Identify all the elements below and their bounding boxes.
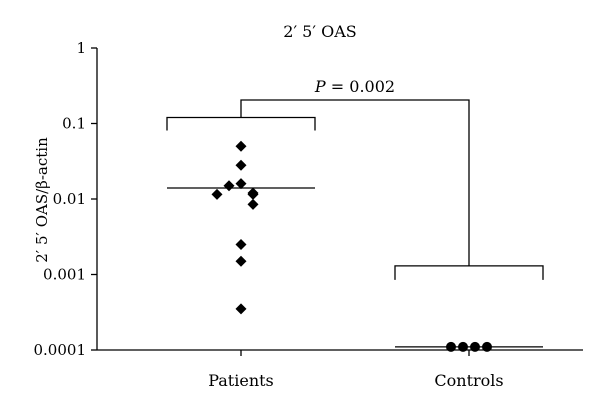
data-point xyxy=(223,180,235,192)
significance-annotation: P = 0.002 xyxy=(240,77,470,266)
group-brackets xyxy=(166,116,544,280)
data-point xyxy=(235,178,247,190)
data-point xyxy=(247,188,259,200)
data-point xyxy=(235,238,247,250)
data-point xyxy=(235,140,247,152)
y-ticks: 1 0.1 0.01 0.001 0.0001 xyxy=(34,39,97,359)
y-tick-label: 0.0001 xyxy=(34,341,87,359)
x-tick-label: Controls xyxy=(434,371,503,390)
y-tick-label: 0.1 xyxy=(62,115,86,133)
p-value-label: P = 0.002 xyxy=(314,77,395,96)
y-tick-label: 0.01 xyxy=(53,190,86,208)
group-bracket xyxy=(166,116,316,131)
data-point xyxy=(235,159,247,171)
median-lines xyxy=(167,187,543,348)
data-point xyxy=(482,341,492,352)
y-tick-label: 0.001 xyxy=(43,266,86,284)
data-points xyxy=(211,140,492,352)
chart-title: 2′ 5′ OAS xyxy=(283,22,356,41)
y-tick-label: 1 xyxy=(76,39,86,57)
data-point xyxy=(235,303,247,315)
x-tick-label: Patients xyxy=(208,371,274,390)
data-point xyxy=(247,198,259,210)
data-point xyxy=(470,341,480,352)
group-bracket xyxy=(394,265,544,280)
p-value-symbol: P xyxy=(314,77,326,96)
data-point xyxy=(235,255,247,267)
data-point xyxy=(458,341,468,352)
p-value-text: = 0.002 xyxy=(326,77,395,96)
significance-bracket xyxy=(240,99,470,266)
x-ticks: Patients Controls xyxy=(208,350,504,390)
data-point xyxy=(446,341,456,352)
y-axis-label: 2′ 5′ OAS/β-actin xyxy=(33,137,51,263)
data-point xyxy=(211,188,223,200)
